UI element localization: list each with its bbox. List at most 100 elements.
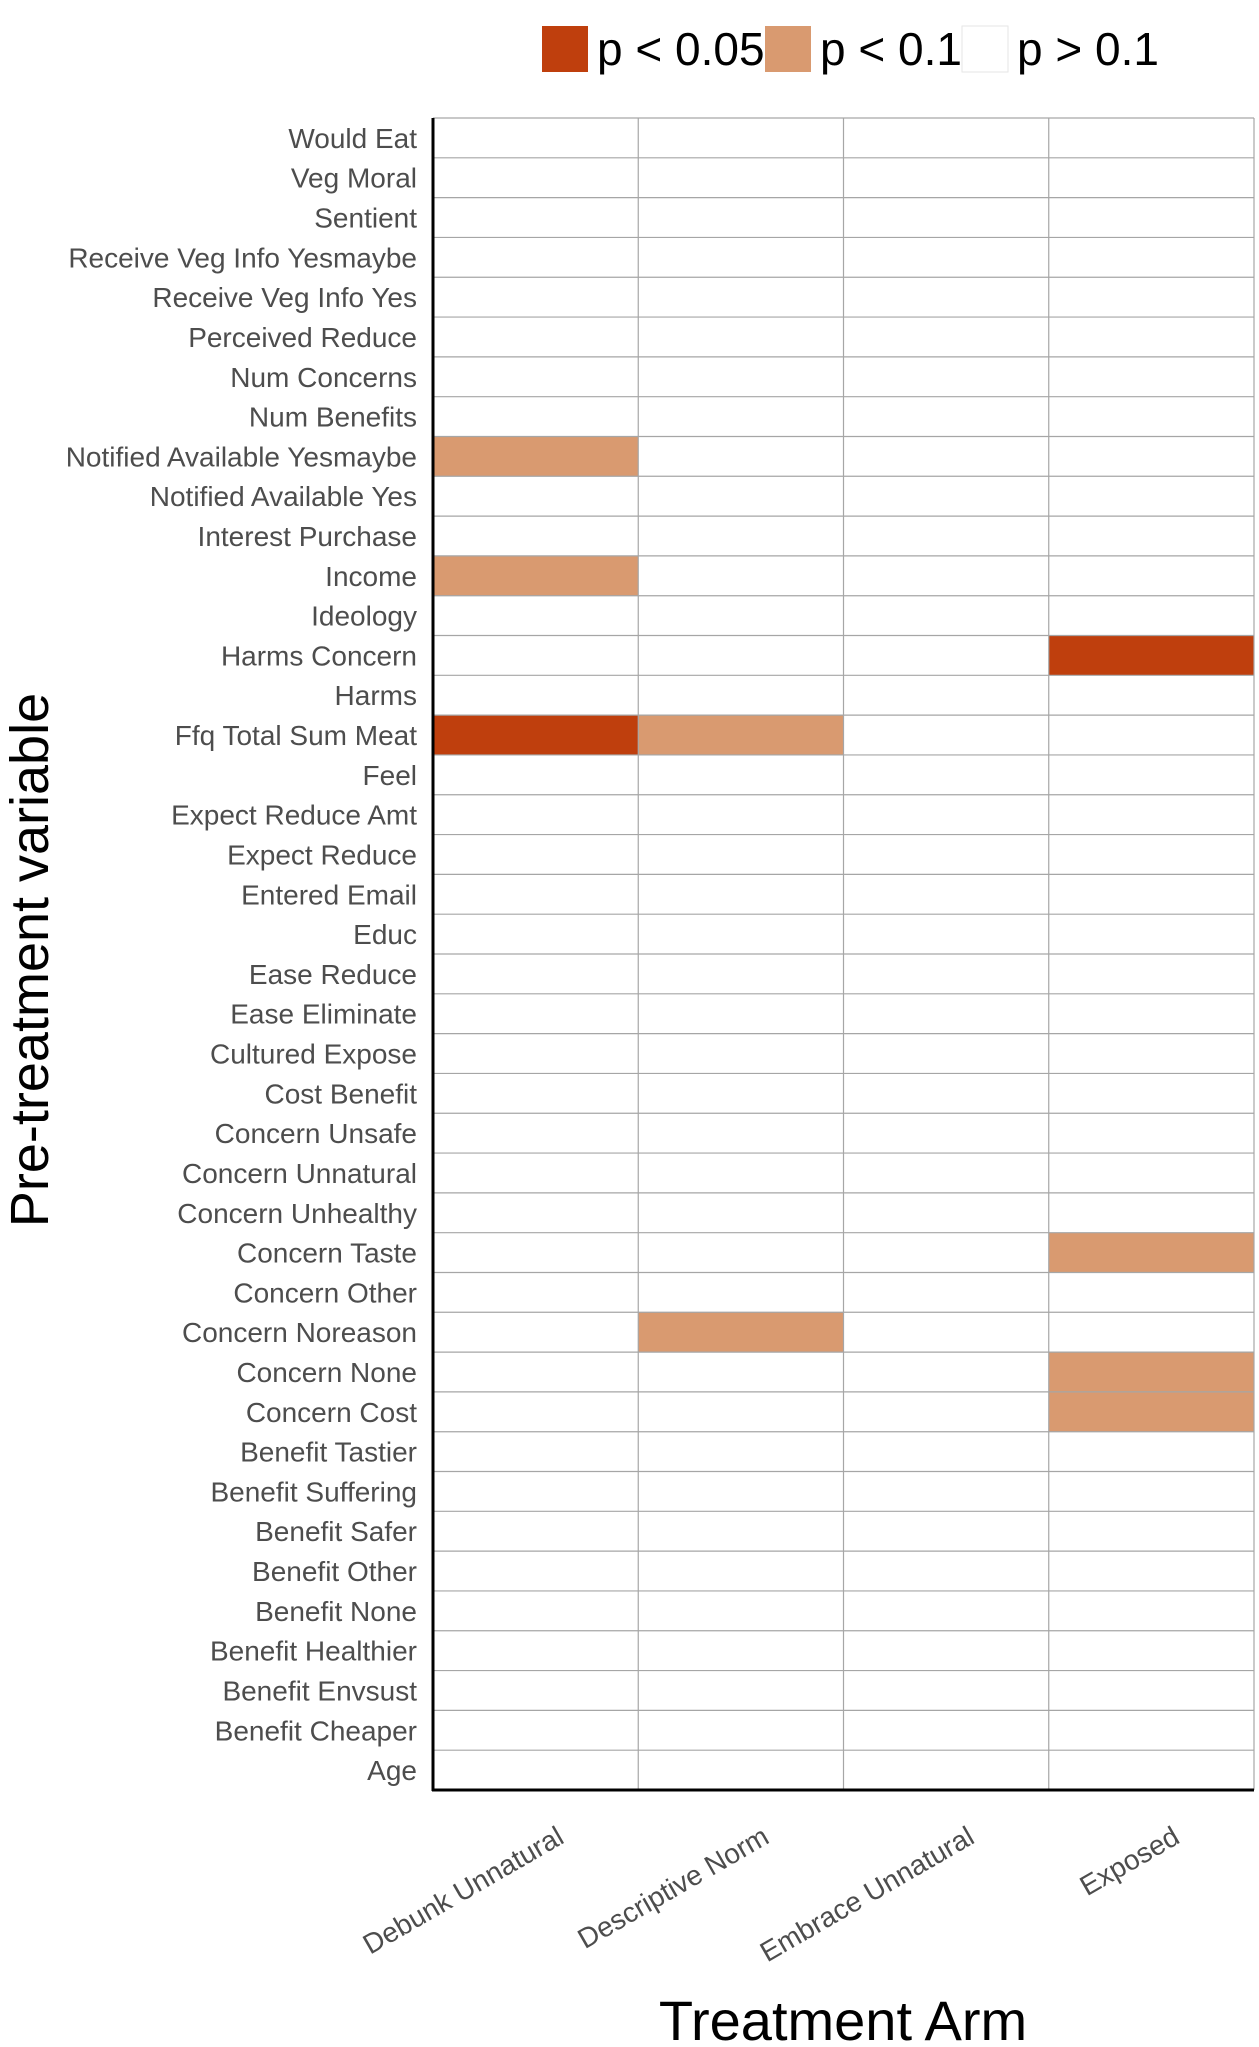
cell-cost-benefit-embrace-unnatural xyxy=(843,1073,1049,1114)
y-tick-label: Interest Purchase xyxy=(198,521,417,552)
x-tick-label: Embrace Unnatural xyxy=(755,1820,979,1967)
y-tick-label: Concern Unhealthy xyxy=(177,1198,417,1229)
cell-ffq-total-sum-meat-exposed xyxy=(1048,715,1254,755)
cell-educ-embrace-unnatural xyxy=(843,914,1049,954)
cell-concern-unnatural-descriptive-norm xyxy=(638,1153,844,1193)
cell-expect-reduce-descriptive-norm xyxy=(638,834,844,875)
cell-sentient-descriptive-norm xyxy=(638,197,844,238)
cell-cultured-expose-descriptive-norm xyxy=(638,1033,844,1074)
cell-cultured-expose-exposed xyxy=(1048,1033,1254,1074)
cell-income-embrace-unnatural xyxy=(843,555,1049,596)
x-tick-label: Exposed xyxy=(1075,1820,1185,1901)
cell-concern-unnatural-debunk-unnatural xyxy=(433,1153,639,1193)
cell-num-concerns-debunk-unnatural xyxy=(433,356,639,397)
cell-num-benefits-debunk-unnatural xyxy=(433,396,639,437)
y-tick-label: Perceived Reduce xyxy=(188,322,417,353)
cell-benefit-suffering-exposed xyxy=(1048,1471,1254,1512)
cell-notified-available-yesmaybe-exposed xyxy=(1048,436,1254,477)
cell-benefit-envsust-descriptive-norm xyxy=(638,1670,844,1711)
cell-concern-unsafe-descriptive-norm xyxy=(638,1113,844,1154)
y-tick-label: Harms Concern xyxy=(221,640,417,671)
cell-concern-taste-descriptive-norm xyxy=(638,1232,844,1273)
cell-feel-descriptive-norm xyxy=(638,754,844,795)
cell-notified-available-yesmaybe-descriptive-norm xyxy=(638,436,844,477)
cell-concern-taste-debunk-unnatural xyxy=(433,1232,639,1273)
cell-num-benefits-descriptive-norm xyxy=(638,396,844,437)
cell-interest-purchase-descriptive-norm xyxy=(638,516,844,556)
cell-ideology-embrace-unnatural xyxy=(843,595,1049,636)
cell-benefit-tastier-debunk-unnatural xyxy=(433,1431,639,1472)
cell-benefit-none-exposed xyxy=(1048,1590,1254,1631)
y-axis-title: Pre-treatment variable xyxy=(0,693,60,1227)
y-tick-label: Income xyxy=(325,561,417,592)
cell-benefit-cheaper-debunk-unnatural xyxy=(433,1710,639,1751)
cell-concern-none-debunk-unnatural xyxy=(433,1352,639,1392)
y-tick-label: Veg Moral xyxy=(291,163,417,194)
cell-ease-reduce-exposed xyxy=(1048,954,1254,994)
cell-receive-veg-info-yesmaybe-descriptive-norm xyxy=(638,237,844,278)
cell-benefit-none-descriptive-norm xyxy=(638,1590,844,1631)
cell-benefit-tastier-exposed xyxy=(1048,1431,1254,1472)
y-tick-label: Concern Other xyxy=(233,1277,417,1308)
cell-benefit-suffering-embrace-unnatural xyxy=(843,1471,1049,1512)
cell-ffq-total-sum-meat-descriptive-norm xyxy=(638,715,844,755)
cell-benefit-suffering-debunk-unnatural xyxy=(433,1471,639,1512)
cell-harms-embrace-unnatural xyxy=(843,675,1049,716)
cell-ideology-exposed xyxy=(1048,595,1254,636)
cell-perceived-reduce-debunk-unnatural xyxy=(433,317,639,357)
cell-concern-unhealthy-embrace-unnatural xyxy=(843,1192,1049,1233)
cell-receive-veg-info-yes-embrace-unnatural xyxy=(843,277,1049,318)
cell-num-concerns-exposed xyxy=(1048,356,1254,397)
cell-concern-unsafe-embrace-unnatural xyxy=(843,1113,1049,1154)
cell-would-eat-descriptive-norm xyxy=(638,118,844,158)
cell-benefit-cheaper-descriptive-norm xyxy=(638,1710,844,1751)
cell-concern-noreason-exposed xyxy=(1048,1312,1254,1353)
cell-benefit-safer-embrace-unnatural xyxy=(843,1511,1049,1552)
cell-concern-other-descriptive-norm xyxy=(638,1272,844,1313)
cell-would-eat-debunk-unnatural xyxy=(433,118,639,158)
cell-ideology-descriptive-norm xyxy=(638,595,844,636)
cell-benefit-healthier-debunk-unnatural xyxy=(433,1630,639,1671)
y-tick-label: Concern None xyxy=(236,1357,417,1388)
cell-benefit-suffering-descriptive-norm xyxy=(638,1471,844,1512)
y-tick-label: Expect Reduce xyxy=(227,839,417,870)
cell-concern-unhealthy-debunk-unnatural xyxy=(433,1192,639,1233)
y-tick-label: Ffq Total Sum Meat xyxy=(175,720,417,751)
cell-harms-debunk-unnatural xyxy=(433,675,639,716)
cell-receive-veg-info-yes-debunk-unnatural xyxy=(433,277,639,318)
cell-concern-none-embrace-unnatural xyxy=(843,1352,1049,1392)
cell-interest-purchase-exposed xyxy=(1048,516,1254,556)
cell-entered-email-exposed xyxy=(1048,874,1254,915)
cell-veg-moral-descriptive-norm xyxy=(638,157,844,198)
y-tick-label: Concern Unsafe xyxy=(215,1118,417,1149)
cell-concern-cost-exposed xyxy=(1048,1391,1254,1432)
cell-receive-veg-info-yesmaybe-debunk-unnatural xyxy=(433,237,639,278)
heatmap-cells xyxy=(433,118,1254,1790)
cell-expect-reduce-amt-embrace-unnatural xyxy=(843,794,1049,835)
y-tick-label: Age xyxy=(367,1755,417,1786)
cell-concern-unhealthy-exposed xyxy=(1048,1192,1254,1233)
cell-concern-noreason-embrace-unnatural xyxy=(843,1312,1049,1353)
y-tick-label: Concern Unnatural xyxy=(182,1158,417,1189)
y-tick-labels: Would Eat Veg Moral Sentient Receive Veg In… xyxy=(66,123,418,1786)
cell-notified-available-yes-exposed xyxy=(1048,476,1254,517)
y-tick-label: Ease Eliminate xyxy=(230,999,417,1030)
cell-ffq-total-sum-meat-debunk-unnatural xyxy=(433,715,639,755)
cell-income-descriptive-norm xyxy=(638,555,844,596)
cell-expect-reduce-exposed xyxy=(1048,834,1254,875)
cell-concern-unnatural-exposed xyxy=(1048,1153,1254,1193)
y-tick-label: Concern Cost xyxy=(246,1397,417,1428)
y-tick-label: Entered Email xyxy=(241,879,417,910)
cell-concern-unnatural-embrace-unnatural xyxy=(843,1153,1049,1193)
y-tick-label: Benefit Tastier xyxy=(240,1437,417,1468)
cell-benefit-healthier-exposed xyxy=(1048,1630,1254,1671)
cell-notified-available-yes-descriptive-norm xyxy=(638,476,844,517)
y-tick-label: Benefit Cheaper xyxy=(215,1715,417,1746)
legend: p < 0.05 p < 0.1 p > 0.1 xyxy=(542,23,1159,75)
cell-harms-concern-embrace-unnatural xyxy=(843,635,1049,676)
cell-age-exposed xyxy=(1048,1750,1254,1790)
cell-harms-concern-descriptive-norm xyxy=(638,635,844,676)
y-tick-label: Cultured Expose xyxy=(210,1039,417,1070)
cell-sentient-exposed xyxy=(1048,197,1254,238)
